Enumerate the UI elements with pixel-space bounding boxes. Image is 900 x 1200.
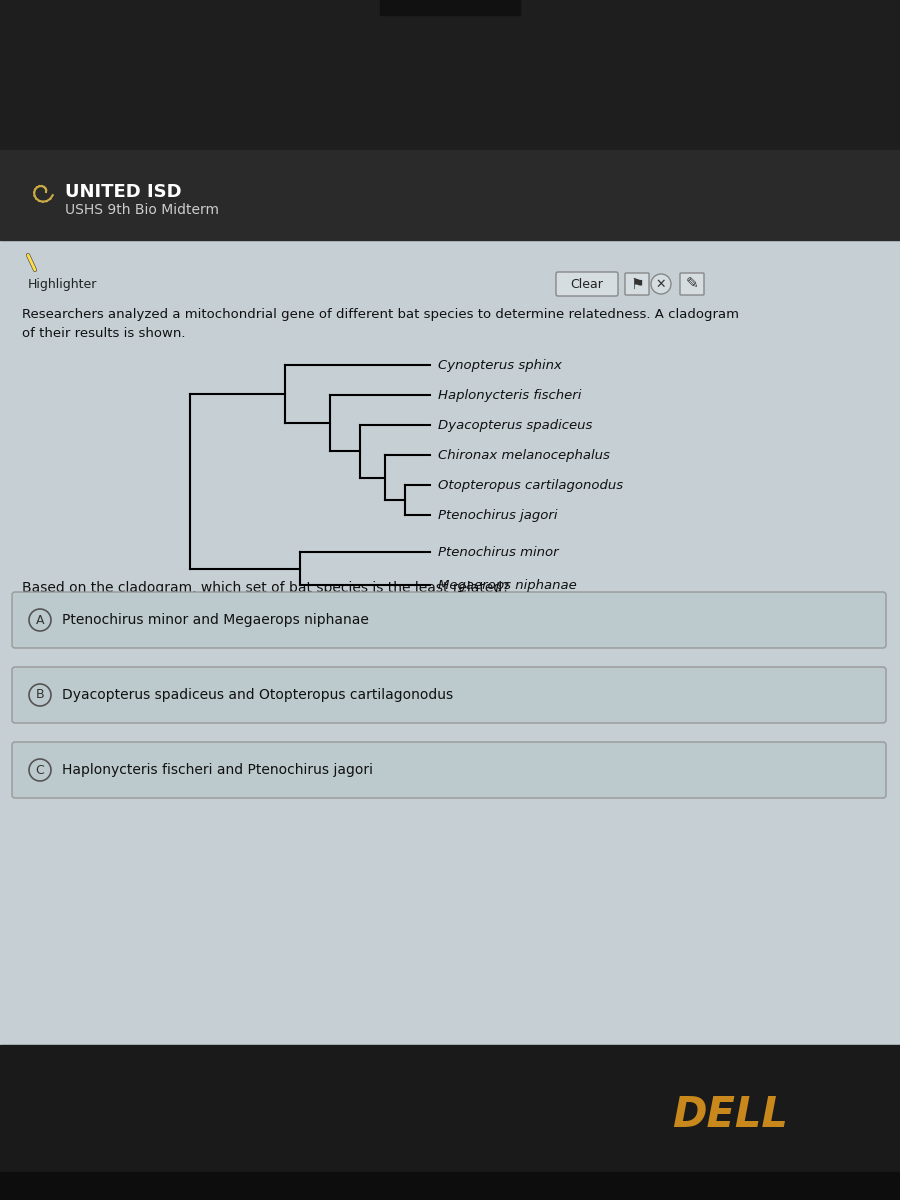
FancyBboxPatch shape [12,592,886,648]
Text: UNITED ISD: UNITED ISD [65,182,182,200]
Text: Haplonycteris fischeri and Ptenochirus jagori: Haplonycteris fischeri and Ptenochirus j… [62,763,373,778]
Text: Otopteropus cartilagonodus: Otopteropus cartilagonodus [438,479,623,492]
Bar [380,0,520,14]
Text: ⚑: ⚑ [630,276,644,292]
Text: Haplonycteris fischeri: Haplonycteris fischeri [438,389,581,402]
Circle shape [651,274,671,294]
FancyBboxPatch shape [625,272,649,295]
Text: Ptenochirus minor: Ptenochirus minor [438,546,559,558]
FancyBboxPatch shape [556,272,618,296]
Text: Based on the cladogram, which set of bat species is the least related?: Based on the cladogram, which set of bat… [22,581,509,595]
Text: USHS 9th Bio Midterm: USHS 9th Bio Midterm [65,203,219,217]
Text: ✎: ✎ [686,276,698,292]
Bar [0,1045,900,1200]
Text: DELL: DELL [672,1094,788,1136]
Text: C: C [36,763,44,776]
Text: Ptenochirus jagori: Ptenochirus jagori [438,509,557,522]
Text: Highlighter: Highlighter [28,278,97,290]
Text: Clear: Clear [571,277,603,290]
Circle shape [29,684,51,706]
Text: A: A [36,613,44,626]
Text: ✕: ✕ [656,277,666,290]
Bar [0,1172,900,1200]
Text: Dyacopterus spadiceus: Dyacopterus spadiceus [438,419,592,432]
Text: Cynopterus sphinx: Cynopterus sphinx [438,359,562,372]
Bar [0,150,900,240]
Text: Researchers analyzed a mitochondrial gene of different bat species to determine : Researchers analyzed a mitochondrial gen… [22,308,739,340]
Bar [0,0,900,150]
Circle shape [29,758,51,781]
FancyBboxPatch shape [680,272,704,295]
FancyBboxPatch shape [12,667,886,722]
Bar [0,240,900,1045]
Text: B: B [36,689,44,702]
Text: Ptenochirus minor and Megaerops niphanae: Ptenochirus minor and Megaerops niphanae [62,613,369,626]
FancyBboxPatch shape [12,742,886,798]
Text: Dyacopterus spadiceus and Otopteropus cartilagonodus: Dyacopterus spadiceus and Otopteropus ca… [62,688,453,702]
Text: Megaerops niphanae: Megaerops niphanae [438,578,577,592]
Circle shape [29,608,51,631]
Text: Chironax melanocephalus: Chironax melanocephalus [438,449,610,462]
